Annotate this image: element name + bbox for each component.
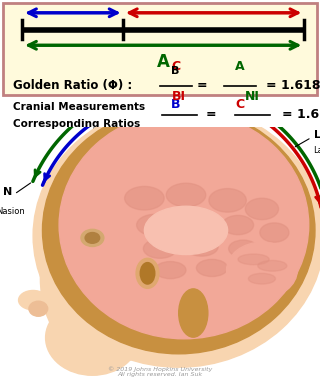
Ellipse shape (260, 223, 289, 242)
Ellipse shape (166, 183, 206, 207)
Text: B: B (172, 66, 180, 76)
Text: Bregma: Bregma (0, 385, 1, 386)
Text: B: B (67, 0, 79, 2)
Ellipse shape (45, 300, 139, 375)
Text: L: L (314, 130, 320, 140)
Text: NB: NB (169, 128, 189, 141)
Ellipse shape (33, 104, 320, 367)
Ellipse shape (43, 107, 315, 354)
Ellipse shape (136, 258, 159, 288)
Ellipse shape (222, 215, 253, 235)
Text: NI: NI (245, 90, 260, 103)
Ellipse shape (143, 239, 177, 258)
Ellipse shape (179, 289, 208, 337)
FancyBboxPatch shape (3, 3, 317, 95)
Text: B: B (171, 98, 181, 112)
Text: C: C (236, 98, 244, 112)
Ellipse shape (228, 240, 258, 257)
Text: =: = (206, 108, 217, 121)
Text: Golden Ratio (Φ) :: Golden Ratio (Φ) : (13, 79, 136, 92)
Text: A: A (157, 53, 170, 71)
Ellipse shape (40, 193, 176, 364)
Ellipse shape (248, 273, 276, 284)
Text: =: = (196, 79, 207, 92)
Ellipse shape (144, 206, 228, 254)
Ellipse shape (209, 188, 246, 212)
Ellipse shape (81, 229, 104, 247)
Text: Cranial Measurements: Cranial Measurements (13, 102, 145, 112)
Ellipse shape (19, 291, 48, 310)
Text: © 2019 Johns Hopkins University
All rights reserved. Ian Suk: © 2019 Johns Hopkins University All righ… (108, 366, 212, 378)
Ellipse shape (258, 261, 287, 271)
Ellipse shape (238, 254, 269, 265)
Ellipse shape (59, 111, 309, 339)
Text: = 1.618...: = 1.618... (266, 79, 320, 92)
Ellipse shape (178, 212, 215, 234)
Ellipse shape (196, 259, 228, 276)
Text: BI: BI (172, 90, 186, 103)
Text: N: N (3, 187, 12, 197)
Ellipse shape (137, 214, 173, 236)
Ellipse shape (85, 232, 100, 243)
Text: BI: BI (246, 128, 260, 141)
Ellipse shape (29, 301, 48, 316)
Text: Nasion: Nasion (0, 207, 24, 216)
Ellipse shape (245, 198, 278, 220)
Ellipse shape (185, 237, 218, 256)
Text: = 1.6: = 1.6 (282, 108, 319, 121)
Text: C: C (172, 60, 180, 73)
Ellipse shape (227, 242, 297, 298)
Text: Corresponding Ratios: Corresponding Ratios (13, 119, 140, 129)
Ellipse shape (124, 186, 164, 210)
Text: Lambda: Lambda (314, 146, 320, 155)
Text: C: C (207, 0, 220, 2)
Ellipse shape (140, 262, 155, 284)
Text: A: A (235, 60, 245, 73)
Ellipse shape (155, 262, 186, 279)
